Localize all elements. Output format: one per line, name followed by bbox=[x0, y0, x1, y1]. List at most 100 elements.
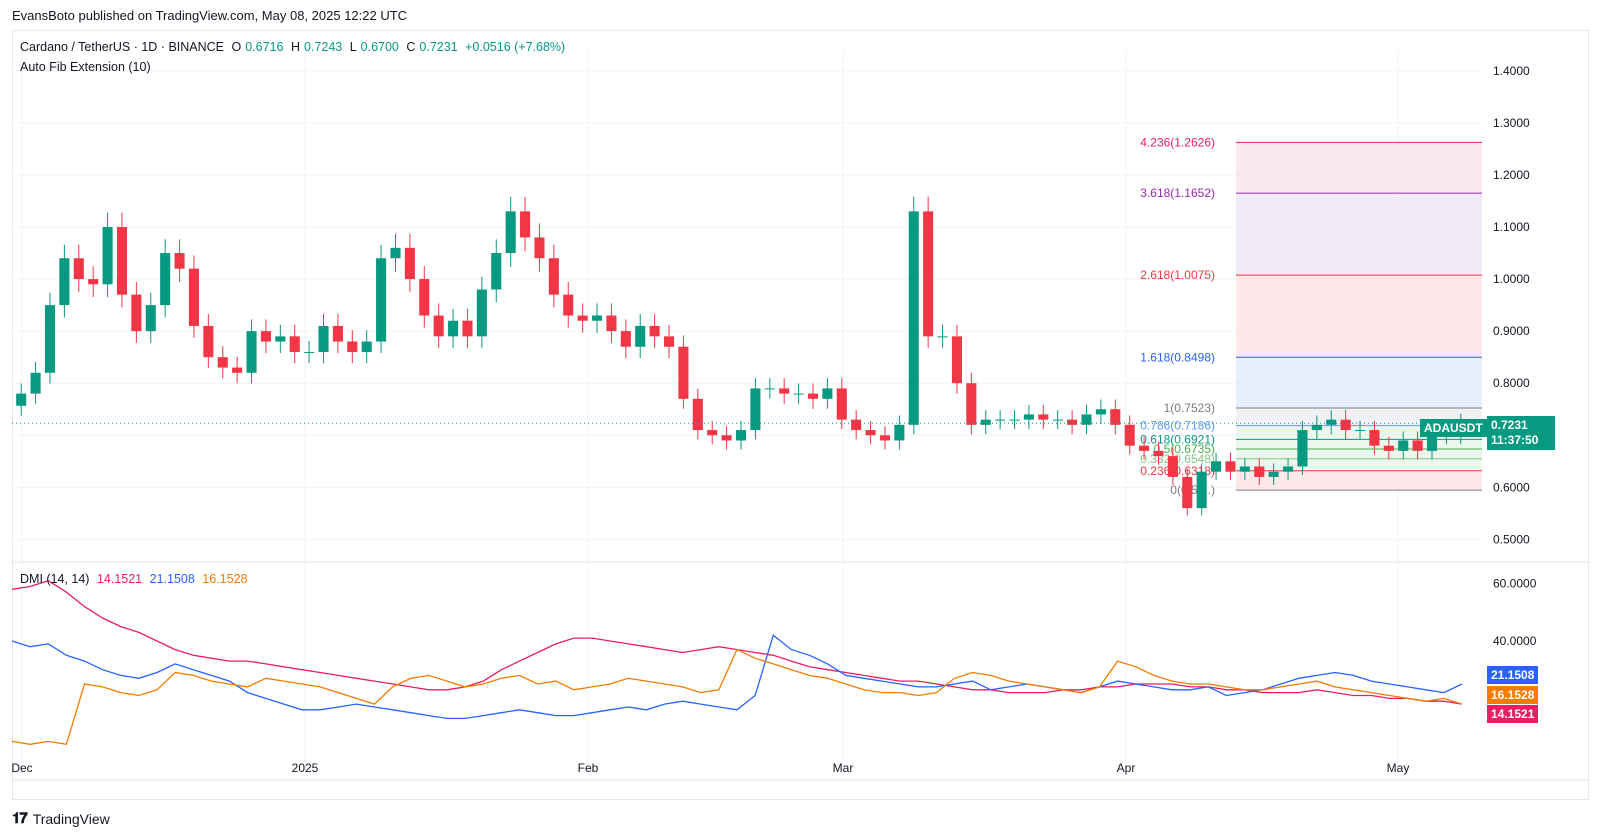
dmi-plus-tag: 21.1508 bbox=[1487, 666, 1539, 684]
candle-body bbox=[1196, 471, 1207, 509]
candle-body bbox=[692, 398, 703, 431]
candle-body bbox=[520, 211, 531, 238]
candle-body bbox=[1268, 471, 1279, 477]
footer: 𝟏𝟕 TradingView bbox=[12, 810, 110, 827]
fib-level-label: 2.618(1.0075) bbox=[1140, 268, 1215, 282]
candle-body bbox=[966, 383, 977, 425]
candle-body bbox=[304, 351, 315, 353]
candle-body bbox=[1182, 476, 1193, 509]
time-tick-label: Mar bbox=[833, 761, 854, 775]
fib-zone bbox=[1236, 357, 1482, 409]
close-value: 0.7231 bbox=[419, 40, 458, 54]
fib-level-label: 1(0.7523) bbox=[1164, 401, 1215, 415]
candle-body bbox=[635, 325, 646, 347]
candle-body bbox=[1254, 466, 1265, 477]
candle-body bbox=[505, 211, 516, 254]
price-tick-label: 1.3000 bbox=[1493, 116, 1530, 130]
ticker-tag: ADAUSDT bbox=[1420, 419, 1487, 437]
time-tick-label: Feb bbox=[578, 761, 599, 775]
candle-body bbox=[73, 258, 84, 280]
candle-body bbox=[865, 430, 876, 436]
dmi-series-line bbox=[11, 648, 1463, 746]
candle-body bbox=[203, 325, 214, 358]
candle-body bbox=[1067, 419, 1078, 425]
candle-body bbox=[1283, 466, 1294, 472]
indicator-legend: Auto Fib Extension (10) bbox=[20, 60, 151, 74]
dmi-minus-tag: 16.1528 bbox=[1487, 686, 1539, 704]
candle-body bbox=[1383, 445, 1394, 451]
candle-body bbox=[534, 237, 545, 259]
close-label: C bbox=[406, 40, 416, 54]
dmi-name: DMI (14, 14) bbox=[20, 572, 90, 586]
candle-body bbox=[1412, 440, 1423, 451]
price-tick-label: 0.5000 bbox=[1493, 532, 1530, 546]
candle-body bbox=[145, 305, 156, 332]
dmi-tick-label: 60.0000 bbox=[1493, 577, 1537, 591]
candle-body bbox=[419, 279, 430, 316]
candle-body bbox=[491, 253, 502, 290]
candle-body bbox=[678, 346, 689, 399]
candle-body bbox=[577, 315, 588, 321]
dmi-minus-value: 16.1528 bbox=[202, 572, 248, 586]
symbol-name: Cardano / TetherUS · 1D · BINANCE bbox=[20, 40, 225, 54]
tradingview-logo-icon: 𝟏𝟕 bbox=[12, 810, 28, 827]
price-tick-label: 0.6000 bbox=[1493, 480, 1530, 494]
candle-body bbox=[1398, 440, 1409, 451]
candle-body bbox=[721, 435, 732, 441]
candle-body bbox=[59, 258, 70, 306]
candle-body bbox=[1153, 450, 1164, 457]
fib-zone bbox=[1236, 439, 1482, 450]
open-label: O bbox=[231, 40, 242, 54]
candle-body bbox=[807, 393, 819, 399]
candle-body bbox=[462, 320, 473, 337]
chart-canvas[interactable]: 1.4000 1.3000 1.2000 1.1000 1.0000 0.9000 0.80… bbox=[0, 0, 1600, 800]
candle-body bbox=[779, 388, 790, 394]
candle-body bbox=[1354, 430, 1366, 432]
candle-body bbox=[1124, 424, 1135, 446]
footer-brand: TradingView bbox=[32, 810, 110, 827]
candle-body bbox=[908, 211, 919, 425]
candle-body bbox=[836, 388, 847, 420]
candle-body bbox=[260, 331, 271, 342]
current-price: 0.7231 bbox=[1491, 418, 1528, 432]
candle-body bbox=[1311, 424, 1322, 431]
time-tick-label: Apr bbox=[1117, 761, 1136, 775]
candle-body bbox=[376, 258, 387, 342]
candle-body bbox=[980, 419, 991, 425]
candle-body bbox=[332, 325, 343, 342]
candle-body bbox=[404, 247, 415, 280]
candle-body bbox=[1038, 414, 1049, 420]
fib-zone bbox=[1236, 449, 1482, 459]
candle-body bbox=[1139, 445, 1150, 451]
candle-body bbox=[620, 331, 631, 347]
published-header: EvansBoto published on TradingView.com, … bbox=[12, 8, 408, 23]
current-price-tag: 0.7231 11:37:50 bbox=[1487, 416, 1555, 450]
dmi-series-line bbox=[11, 634, 1463, 720]
candle-body bbox=[937, 336, 948, 338]
candle-body bbox=[16, 393, 27, 406]
candle-body bbox=[735, 430, 747, 441]
candle-body bbox=[707, 430, 718, 436]
candle-body bbox=[1009, 419, 1020, 421]
price-tick-label: 1.1000 bbox=[1493, 220, 1530, 234]
fib-zone bbox=[1236, 193, 1482, 276]
candle-body bbox=[1081, 414, 1092, 425]
candle-body bbox=[1369, 430, 1380, 446]
chart-frame[interactable] bbox=[12, 30, 1589, 800]
candle-body bbox=[102, 227, 113, 285]
dmi-series-line bbox=[11, 579, 1463, 705]
candle-body bbox=[764, 388, 775, 390]
candle-body bbox=[390, 247, 401, 259]
candle-body bbox=[232, 367, 243, 373]
candle-body bbox=[275, 336, 286, 342]
candle-body bbox=[1211, 461, 1222, 472]
candle-body bbox=[548, 258, 559, 295]
candle-body bbox=[750, 388, 761, 431]
price-tick-label: 0.8000 bbox=[1493, 376, 1530, 390]
time-tick-label: 2025 bbox=[292, 761, 319, 775]
candle-body bbox=[822, 388, 833, 399]
candle-body bbox=[246, 331, 257, 373]
candle-body bbox=[174, 253, 185, 269]
dmi-adx-value: 14.1521 bbox=[96, 572, 143, 586]
candle-body bbox=[923, 211, 934, 337]
